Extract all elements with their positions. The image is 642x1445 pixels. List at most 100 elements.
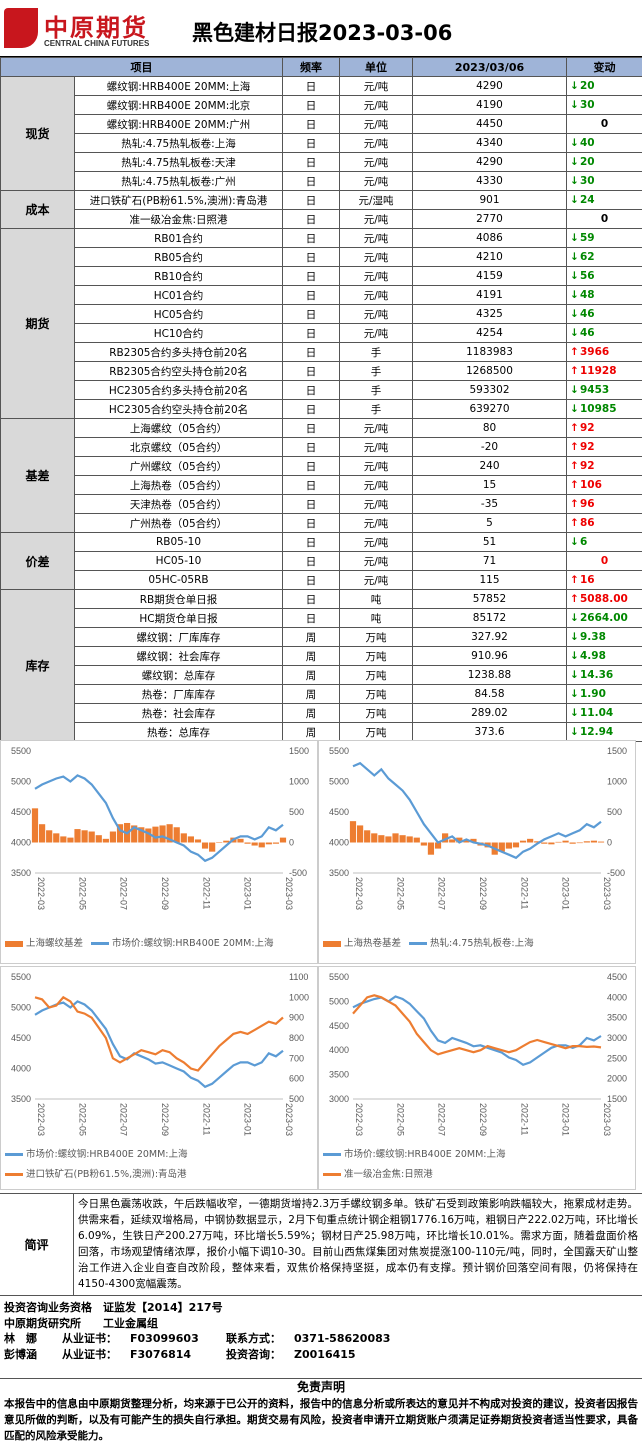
arrow-down-icon: ↓ [570, 650, 579, 662]
arrow-down-icon: ↓ [570, 137, 579, 149]
value-cell: 2770 [412, 209, 567, 229]
unit-cell: 元/吨 [339, 418, 413, 438]
y-right-tick-label: 1000 [289, 992, 309, 1002]
basis-bar [159, 825, 166, 843]
y-right-tick-label: 600 [289, 1074, 304, 1084]
basis-bar [265, 842, 272, 845]
table-row: 成本 进口铁矿石(PB粉61.5%,澳洲):青岛港日元/湿吨 901 ↓24 [0, 190, 642, 229]
value-cell: 4330 [412, 171, 567, 191]
change-cell: 0 [566, 551, 642, 571]
freq-cell: 日 [282, 513, 340, 533]
change-value: 16 [580, 574, 595, 586]
item-cell: 广州螺纹（05合约） [74, 456, 283, 476]
item-cell: 北京螺纹（05合约） [74, 437, 283, 457]
value-cell: 4254 [412, 323, 567, 343]
table-row: 热轧:4.75热轧板卷:上海日元/吨 4340 ↓40 [1, 133, 642, 153]
table-row: HC05-10 日元/吨 71 0 [1, 551, 642, 571]
unit-cell: 元/吨 [339, 285, 413, 305]
chart-svg: 55005000450040003500150010005000-5002022… [329, 746, 627, 910]
arrow-down-icon: ↓ [570, 99, 579, 111]
freq-cell: 周 [282, 627, 340, 647]
y-left-tick-label: 4000 [11, 838, 31, 848]
table-row: 热卷：总库存周万吨 373.6 ↓12.94 [1, 722, 642, 742]
freq-cell: 日 [282, 228, 340, 248]
basis-bar [505, 842, 512, 849]
x-tick-label: 2022-07 [437, 877, 447, 910]
unit-cell: 元/湿吨 [339, 190, 413, 210]
item-cell: 热轧:4.75热轧板卷:广州 [74, 171, 283, 191]
table-row: RB10合约日元/吨 4159 ↓56 [1, 266, 642, 286]
freq-cell: 周 [282, 684, 340, 704]
change-cell: ↑5088.00 [566, 589, 642, 609]
arrow-up-icon: ↑ [570, 574, 579, 586]
change-cell: 0 [566, 209, 642, 229]
table-row: 螺纹钢:HRB400E 20MM:广州日元/吨 4450 0 [1, 114, 642, 134]
chart-shanghai-rebar-basis: 5500 5000 4500 4000 3500 1500 1000 500 0 -500 2022… [0, 740, 318, 964]
change-value: 56 [580, 270, 595, 282]
unit-cell: 元/吨 [339, 570, 413, 590]
change-value: 11.04 [580, 707, 614, 719]
freq-cell: 日 [282, 380, 340, 400]
change-value: 1.90 [580, 688, 606, 700]
unit-cell: 元/吨 [339, 152, 413, 172]
arrow-down-icon: ↓ [570, 726, 579, 738]
x-tick-label: 2022-03 [354, 877, 364, 910]
review-section: 简评 今日黑色震荡收跌，午后跌幅收窄，一德期货增持2.3万手螺纹钢多单。铁矿石受… [0, 1193, 642, 1296]
table-row: RB2305合约空头持仓前20名日手 1268500 ↑11928 [1, 361, 642, 381]
basis-bar [470, 838, 477, 843]
basis-bar [180, 833, 187, 843]
unit-cell: 元/吨 [339, 209, 413, 229]
analyst-name: 林 娜 [4, 1332, 37, 1345]
cert-number: F3076814 [130, 1347, 192, 1361]
basis-bar [53, 833, 60, 843]
value-cell: 4191 [412, 285, 567, 305]
x-tick-label: 2022-03 [36, 877, 46, 910]
freq-cell: 日 [282, 342, 340, 362]
cert-label: 从业证书： [62, 1347, 117, 1361]
x-tick-label: 2022-09 [160, 877, 170, 910]
value-cell: 5 [412, 513, 567, 533]
change-cell: ↑96 [566, 494, 642, 514]
change-cell: ↓46 [566, 304, 642, 324]
y-right-tick-label: 500 [607, 807, 622, 817]
arrow-down-icon: ↓ [570, 80, 579, 92]
change-value: 24 [580, 194, 595, 206]
item-cell: 天津热卷（05合约） [74, 494, 283, 514]
basis-bar [31, 808, 39, 843]
legend-item: 准一级冶金焦:日照港 [323, 1165, 506, 1185]
y-left-tick-label: 5500 [329, 972, 349, 982]
change-cell: ↑92 [566, 437, 642, 457]
item-cell: 螺纹钢:HRB400E 20MM:北京 [74, 95, 283, 115]
change-value: 86 [580, 517, 595, 529]
chart-svg: 5500 5000 4500 4000 3500 1100 1000 900 800 700 600… [11, 972, 309, 1136]
table-row: 现货 螺纹钢:HRB400E 20MM:上海日元/吨 4290 ↓20 [0, 76, 642, 191]
series-line [34, 1000, 284, 1089]
item-cell: 准一级冶金焦:日照港 [74, 209, 283, 229]
y-right-tick-label: 1000 [607, 777, 627, 787]
basis-bar [371, 833, 378, 843]
data-table: 项目 频率 单位 2023/03/06 变动 现货 螺纹钢:HRB400E 20M… [0, 57, 642, 742]
x-tick-label: 2022-03 [354, 1103, 364, 1136]
table-row: 热卷：社会库存周万吨 289.02 ↓11.04 [1, 703, 642, 723]
value-cell: 373.6 [412, 722, 567, 742]
change-value: 0 [600, 555, 609, 567]
y-right-tick-label: 3000 [607, 1033, 627, 1043]
contact-section: 投资咨询业务资格 证监发【2014】217号 中原期货研究所 工业金属组 林 娜… [4, 1300, 640, 1362]
value-cell: 240 [412, 456, 567, 476]
basis-bar [216, 842, 223, 843]
freq-cell: 周 [282, 703, 340, 723]
col-header-item: 项目 [0, 57, 283, 77]
basis-bar [597, 841, 605, 843]
value-cell: 593302 [412, 380, 567, 400]
unit-cell: 手 [339, 361, 413, 381]
change-cell: ↑11928 [566, 361, 642, 381]
x-tick-label: 2023-01 [243, 877, 253, 910]
change-cell: ↓24 [566, 190, 642, 210]
legend-item: 市场价:螺纹钢:HRB400E 20MM:上海 [323, 1145, 506, 1165]
y-right-tick-label: 2000 [607, 1074, 627, 1084]
value-cell: 289.02 [412, 703, 567, 723]
change-value: 20 [580, 156, 595, 168]
x-tick-label: 2022-05 [395, 877, 405, 910]
basis-bar [116, 824, 124, 843]
y-right-tick-label: 1100 [289, 972, 308, 982]
